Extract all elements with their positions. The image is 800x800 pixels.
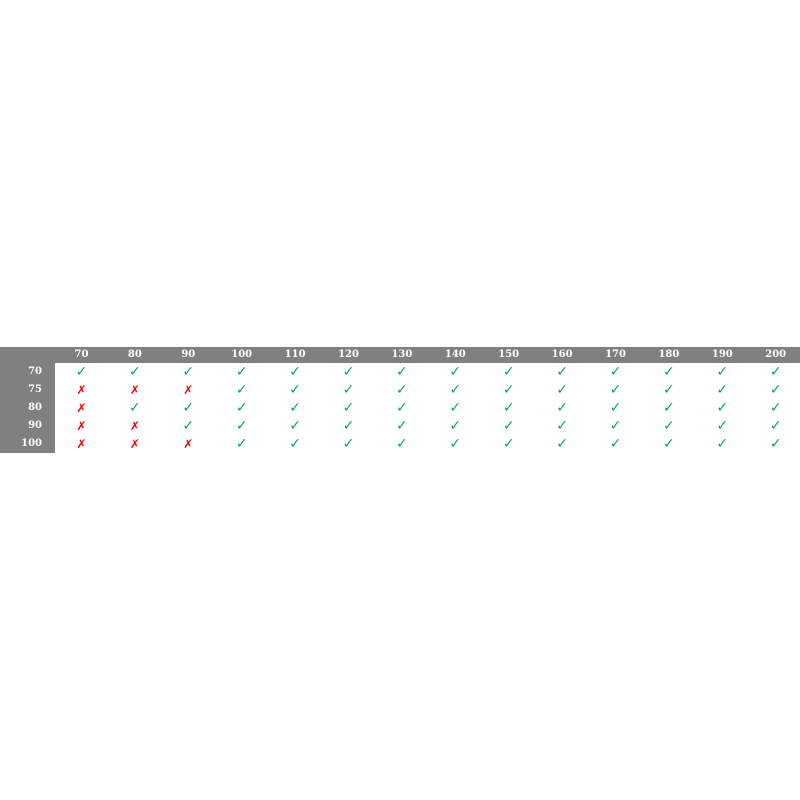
check-icon: ✓ — [716, 418, 729, 434]
check-icon: ✓ — [289, 436, 301, 452]
row-header: 75 — [28, 384, 42, 395]
check-icon: ✓ — [609, 436, 622, 452]
column-header: 200 — [765, 349, 787, 360]
check-icon: ✓ — [609, 400, 622, 416]
check-icon: ✓ — [663, 364, 675, 380]
row-header: 100 — [21, 438, 42, 449]
check-icon: ✓ — [289, 418, 301, 434]
check-icon: ✓ — [556, 436, 568, 452]
cross-icon: ✗ — [76, 419, 87, 433]
check-icon: ✓ — [129, 364, 141, 380]
check-icon: ✓ — [449, 364, 462, 380]
check-icon: ✓ — [396, 382, 408, 398]
row-header-band — [0, 363, 55, 453]
cross-icon: ✗ — [76, 437, 87, 451]
check-icon: ✓ — [396, 418, 408, 434]
check-icon: ✓ — [502, 436, 515, 452]
check-icon: ✓ — [289, 364, 301, 380]
check-icon: ✓ — [502, 418, 515, 434]
check-icon: ✓ — [289, 382, 301, 398]
cross-icon: ✗ — [183, 437, 194, 451]
check-icon: ✓ — [663, 436, 675, 452]
column-header: 100 — [231, 349, 253, 360]
check-icon: ✓ — [449, 382, 462, 398]
check-icon: ✓ — [769, 436, 782, 452]
check-icon: ✓ — [502, 364, 515, 380]
column-header: 110 — [284, 349, 306, 360]
check-icon: ✓ — [556, 382, 568, 398]
check-icon: ✓ — [663, 418, 675, 434]
check-icon: ✓ — [235, 418, 248, 434]
check-icon: ✓ — [716, 364, 729, 380]
column-header: 90 — [181, 349, 196, 360]
check-icon: ✓ — [769, 364, 782, 380]
column-header: 70 — [74, 349, 89, 360]
check-icon: ✓ — [396, 436, 408, 452]
column-header: 130 — [391, 349, 413, 360]
check-icon: ✓ — [235, 382, 248, 398]
column-header: 80 — [127, 349, 142, 360]
check-icon: ✓ — [396, 400, 408, 416]
row-header: 80 — [28, 402, 42, 413]
check-icon: ✓ — [342, 382, 355, 398]
column-header: 120 — [338, 349, 359, 360]
cross-icon: ✗ — [76, 401, 87, 415]
cross-icon: ✗ — [129, 419, 140, 433]
check-icon: ✓ — [663, 382, 675, 398]
column-header: 160 — [551, 349, 573, 360]
column-header: 140 — [444, 349, 466, 360]
check-icon: ✓ — [716, 400, 729, 416]
row-header: 90 — [28, 420, 42, 431]
check-icon: ✓ — [556, 400, 568, 416]
column-header: 190 — [711, 349, 733, 360]
check-icon: ✓ — [235, 400, 248, 416]
column-header-band — [0, 347, 800, 363]
check-icon: ✓ — [75, 364, 88, 380]
check-icon: ✓ — [342, 400, 355, 416]
check-icon: ✓ — [502, 382, 515, 398]
check-icon: ✓ — [609, 418, 622, 434]
check-icon: ✓ — [342, 436, 355, 452]
check-icon: ✓ — [556, 364, 568, 380]
cross-icon: ✗ — [183, 383, 194, 397]
check-icon: ✓ — [182, 400, 195, 416]
check-icon: ✓ — [769, 418, 782, 434]
check-icon: ✓ — [556, 418, 568, 434]
check-icon: ✓ — [235, 364, 248, 380]
check-icon: ✓ — [235, 436, 248, 452]
check-icon: ✓ — [716, 382, 729, 398]
check-icon: ✓ — [396, 364, 408, 380]
check-icon: ✓ — [769, 382, 782, 398]
check-icon: ✓ — [342, 418, 355, 434]
check-icon: ✓ — [769, 400, 782, 416]
check-icon: ✓ — [449, 400, 462, 416]
cross-icon: ✗ — [129, 383, 140, 397]
check-icon: ✓ — [342, 364, 355, 380]
cross-icon: ✗ — [76, 383, 87, 397]
column-header: 180 — [658, 349, 680, 360]
column-header: 150 — [498, 349, 520, 360]
check-icon: ✓ — [289, 400, 301, 416]
check-icon: ✓ — [182, 364, 195, 380]
check-icon: ✓ — [129, 400, 141, 416]
check-icon: ✓ — [449, 418, 462, 434]
check-icon: ✓ — [449, 436, 462, 452]
check-icon: ✓ — [716, 436, 729, 452]
check-icon: ✓ — [663, 400, 675, 416]
check-icon: ✓ — [609, 364, 622, 380]
column-header: 170 — [605, 349, 626, 360]
cross-icon: ✗ — [129, 437, 140, 451]
check-icon: ✓ — [609, 382, 622, 398]
check-icon: ✓ — [182, 418, 195, 434]
row-header: 70 — [28, 366, 42, 377]
check-icon: ✓ — [502, 400, 515, 416]
